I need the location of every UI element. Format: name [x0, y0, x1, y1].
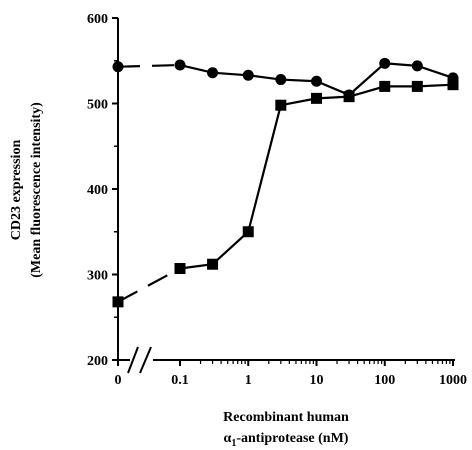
- series-1-point: [411, 60, 423, 72]
- series-2-point: [311, 92, 322, 104]
- x-axis-title-line1: Recombinant human: [223, 410, 349, 425]
- x-axis-title-rest: -antiprotease (nM): [236, 431, 348, 446]
- series-2-point: [343, 91, 355, 103]
- series-1-point: [379, 57, 391, 69]
- series-layer: [112, 57, 459, 308]
- y-tick-label: 600: [87, 12, 108, 27]
- y-axis-title-line1: CD23 expression: [9, 140, 24, 241]
- series-2-point: [411, 80, 423, 92]
- x-tick-label: 1: [245, 373, 252, 388]
- series-2-line: [179, 83, 454, 270]
- x-axis-title-alpha: α: [224, 431, 232, 446]
- x-axis-title-subscript: 1: [231, 438, 236, 449]
- axes: [117, 18, 455, 374]
- series-1-point: [174, 59, 186, 71]
- y-tick-label: 200: [87, 354, 108, 369]
- series-1-point: [275, 74, 287, 86]
- y-tick-label: 400: [87, 183, 108, 198]
- y-axis-title-line2: (Mean fluorescence intensity): [29, 102, 44, 278]
- series-2-point: [174, 263, 186, 275]
- x-tick-label: 1000: [439, 373, 467, 388]
- series-1-point: [112, 61, 124, 73]
- series-2-point: [242, 226, 254, 238]
- x-tick-label: 0.1: [171, 373, 189, 388]
- series-1-point: [207, 67, 219, 79]
- x-axis-title-line2: α1-antiprotease (nM): [224, 431, 349, 449]
- series-2-point: [379, 80, 391, 92]
- series-2-point: [112, 296, 124, 308]
- axis-break-mark: [127, 346, 139, 374]
- x-tick-label: 100: [374, 373, 395, 388]
- series-1-break-segment: [117, 63, 181, 68]
- series-1-point: [242, 69, 254, 81]
- ticks-layer: 200 300 400 500 600 0 0.1 1 10 100 1000: [87, 12, 467, 388]
- series-2-point: [275, 99, 287, 111]
- y-tick-label: 300: [87, 269, 108, 284]
- series-1-point: [311, 75, 322, 87]
- series-2-break-segment: [117, 267, 181, 303]
- x-tick-label: 0: [115, 373, 122, 388]
- y-tick-label: 500: [87, 98, 108, 113]
- series-2-point: [447, 79, 459, 91]
- x-tick-label: 10: [310, 373, 324, 388]
- axis-break-mark: [139, 346, 152, 374]
- series-2-point: [207, 258, 219, 270]
